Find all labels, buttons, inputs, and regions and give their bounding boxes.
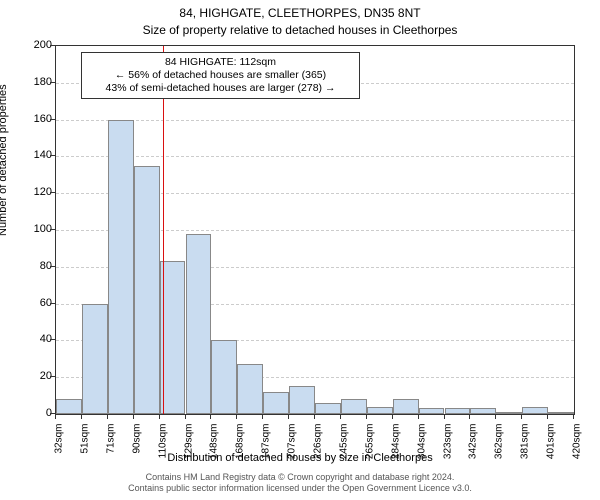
histogram-bar — [237, 364, 263, 414]
footer-line1: Contains HM Land Registry data © Crown c… — [0, 472, 600, 483]
x-tick-label: 168sqm — [235, 424, 246, 474]
footer-line2: Contains public sector information licen… — [0, 483, 600, 494]
x-tick-label: 207sqm — [287, 424, 298, 474]
x-tick-label: 323sqm — [442, 424, 453, 474]
x-tick-label: 148sqm — [209, 424, 220, 474]
chart-title: Size of property relative to detached ho… — [0, 23, 600, 37]
reference-line — [163, 46, 164, 414]
histogram-bar — [82, 304, 108, 414]
histogram-bar — [315, 403, 341, 414]
x-tick-mark — [521, 415, 522, 419]
y-tick-label: 180 — [12, 76, 52, 88]
x-tick-label: 265sqm — [364, 424, 375, 474]
histogram-bar — [263, 392, 289, 414]
x-tick-mark — [210, 415, 211, 419]
y-tick-label: 120 — [12, 186, 52, 198]
x-tick-label: 51sqm — [79, 424, 90, 474]
x-tick-label: 110sqm — [157, 424, 168, 474]
y-tick-label: 160 — [12, 113, 52, 125]
x-tick-mark — [340, 415, 341, 419]
y-tick-mark — [50, 303, 55, 304]
histogram-bar — [341, 399, 367, 414]
y-tick-label: 200 — [12, 39, 52, 51]
x-tick-mark — [469, 415, 470, 419]
histogram-bar — [134, 166, 160, 414]
y-tick-label: 0 — [12, 407, 52, 419]
y-tick-label: 40 — [12, 333, 52, 345]
annotation-line: 84 HIGHGATE: 112sqm — [88, 56, 353, 69]
x-tick-mark — [314, 415, 315, 419]
histogram-bar — [522, 407, 548, 414]
y-tick-mark — [50, 45, 55, 46]
histogram-bar — [56, 399, 82, 414]
x-tick-label: 90sqm — [131, 424, 142, 474]
x-tick-mark — [107, 415, 108, 419]
x-tick-label: 381sqm — [520, 424, 531, 474]
y-axis-label: Number of detached properties — [0, 84, 9, 236]
x-tick-label: 226sqm — [313, 424, 324, 474]
page-title: 84, HIGHGATE, CLEETHORPES, DN35 8NT — [0, 6, 600, 20]
x-tick-label: 342sqm — [468, 424, 479, 474]
y-tick-mark — [50, 229, 55, 230]
y-tick-mark — [50, 192, 55, 193]
x-tick-mark — [366, 415, 367, 419]
x-tick-label: 304sqm — [416, 424, 427, 474]
x-tick-mark — [81, 415, 82, 419]
y-tick-mark — [50, 339, 55, 340]
histogram-bar — [470, 408, 496, 414]
x-tick-mark — [444, 415, 445, 419]
annotation-line: ← 56% of detached houses are smaller (36… — [88, 69, 353, 82]
y-tick-label: 80 — [12, 260, 52, 272]
y-tick-mark — [50, 376, 55, 377]
x-tick-mark — [55, 415, 56, 419]
histogram-bar — [289, 386, 315, 414]
histogram-plot: 84 HIGHGATE: 112sqm← 56% of detached hou… — [55, 45, 575, 415]
x-tick-mark — [133, 415, 134, 419]
x-tick-mark — [262, 415, 263, 419]
x-tick-mark — [288, 415, 289, 419]
histogram-bar — [211, 340, 237, 414]
histogram-bar — [445, 408, 471, 414]
histogram-bar — [186, 234, 212, 414]
y-tick-mark — [50, 82, 55, 83]
x-tick-label: 362sqm — [494, 424, 505, 474]
histogram-bar — [393, 399, 419, 414]
x-tick-mark — [418, 415, 419, 419]
y-tick-label: 100 — [12, 223, 52, 235]
gridline — [56, 156, 574, 157]
x-tick-label: 129sqm — [183, 424, 194, 474]
x-tick-mark — [236, 415, 237, 419]
x-tick-mark — [185, 415, 186, 419]
x-tick-label: 71sqm — [105, 424, 116, 474]
x-tick-label: 245sqm — [338, 424, 349, 474]
y-tick-label: 20 — [12, 370, 52, 382]
histogram-bar — [548, 412, 574, 414]
x-tick-mark — [573, 415, 574, 419]
y-tick-mark — [50, 119, 55, 120]
gridline — [56, 120, 574, 121]
y-tick-label: 140 — [12, 149, 52, 161]
x-tick-mark — [495, 415, 496, 419]
histogram-bar — [419, 408, 445, 414]
x-tick-label: 187sqm — [261, 424, 272, 474]
x-tick-label: 32sqm — [54, 424, 65, 474]
x-tick-label: 420sqm — [572, 424, 583, 474]
footer-attribution: Contains HM Land Registry data © Crown c… — [0, 472, 600, 494]
histogram-bar — [108, 120, 134, 414]
x-tick-label: 284sqm — [390, 424, 401, 474]
histogram-bar — [367, 407, 393, 414]
y-tick-mark — [50, 413, 55, 414]
x-tick-mark — [392, 415, 393, 419]
y-tick-label: 60 — [12, 297, 52, 309]
y-tick-mark — [50, 266, 55, 267]
x-tick-label: 401sqm — [546, 424, 557, 474]
x-tick-mark — [547, 415, 548, 419]
histogram-bar — [496, 412, 522, 414]
y-tick-mark — [50, 155, 55, 156]
annotation-line: 43% of semi-detached houses are larger (… — [88, 82, 353, 95]
annotation-box: 84 HIGHGATE: 112sqm← 56% of detached hou… — [81, 52, 360, 99]
x-tick-mark — [159, 415, 160, 419]
